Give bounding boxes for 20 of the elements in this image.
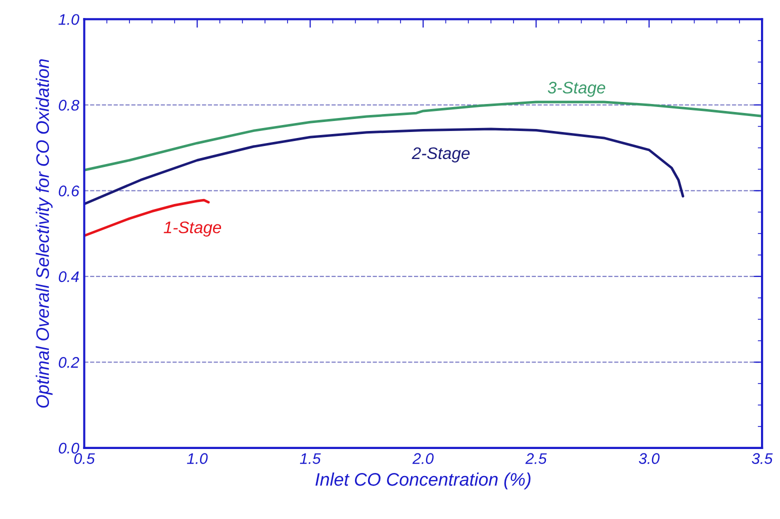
y-tick-label: 0.6 (58, 186, 80, 196)
x-tick-label: 0.5 (74, 453, 95, 464)
y-tick-label: 0.8 (58, 100, 80, 111)
x-tick-label: 3.5 (752, 453, 773, 464)
y-tick-label: 0.4 (58, 271, 79, 282)
series-label: 3-Stage (548, 82, 606, 97)
x-tick-label: 1.0 (186, 453, 208, 464)
x-tick-label: 3.0 (638, 453, 660, 464)
y-tick-label: 0.2 (58, 357, 80, 368)
x-tick-label: 2.5 (525, 453, 547, 464)
y-axis-title: Optimal Overall Selectivity for CO Oxidation (36, 59, 53, 408)
y-tick-label: 0.0 (58, 442, 80, 454)
series-label: 1-Stage (164, 222, 222, 237)
x-axis-title: Inlet CO Concentration (%) (315, 472, 530, 490)
y-tick-label: 1.0 (58, 14, 80, 25)
line-series (84, 100, 762, 172)
series-label: 2-Stage (412, 147, 470, 162)
x-tick-label: 2.0 (412, 453, 434, 464)
line-series (84, 128, 684, 206)
x-tick-label: 1.5 (300, 453, 321, 464)
